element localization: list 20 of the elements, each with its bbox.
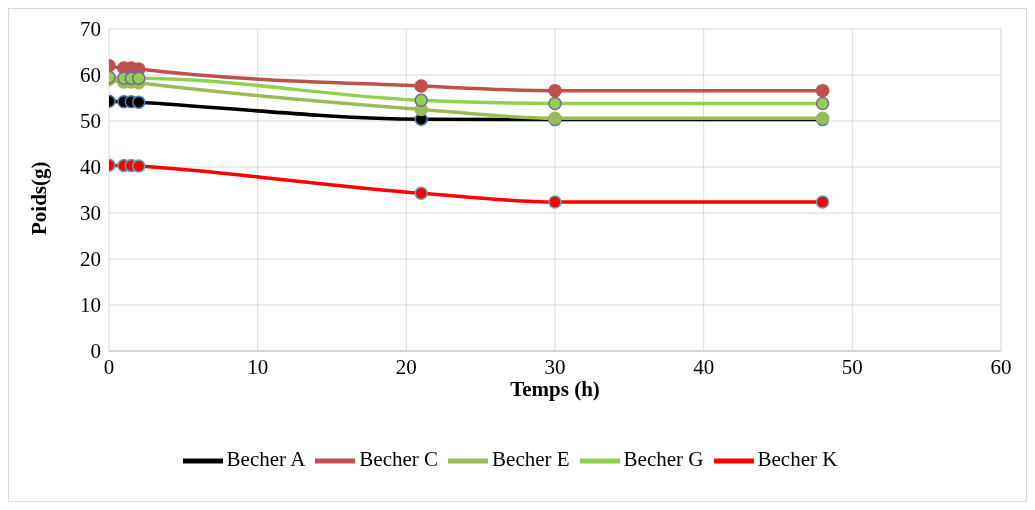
y-tick-label: 50 [80,109,101,134]
y-tick-label: 40 [80,155,101,180]
y-tick-label: 60 [80,63,101,88]
x-tick-label: 30 [544,354,566,379]
x-tick-label: 40 [693,354,715,379]
x-tick-label: 10 [247,354,269,379]
x-tick-label: 60 [990,354,1012,379]
legend-label: Becher E [492,446,570,471]
legend-label: Becher A [226,446,306,471]
x-tick-label: 20 [395,354,417,379]
legend-label: Becher K [757,446,838,471]
y-tick-label: 20 [80,247,101,272]
y-tick-label: 10 [80,293,101,318]
x-axis-title: Temps (h) [510,376,600,401]
y-axis-title: Poids(g) [27,161,52,235]
y-tick-label: 70 [80,17,101,42]
x-tick-label: 50 [841,354,863,379]
y-tick-label: 30 [80,201,101,226]
legend-label: Becher G [623,446,704,471]
legend-label: Becher C [359,446,439,471]
